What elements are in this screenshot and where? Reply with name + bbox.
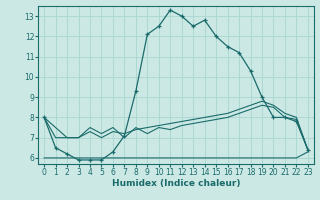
- X-axis label: Humidex (Indice chaleur): Humidex (Indice chaleur): [112, 179, 240, 188]
